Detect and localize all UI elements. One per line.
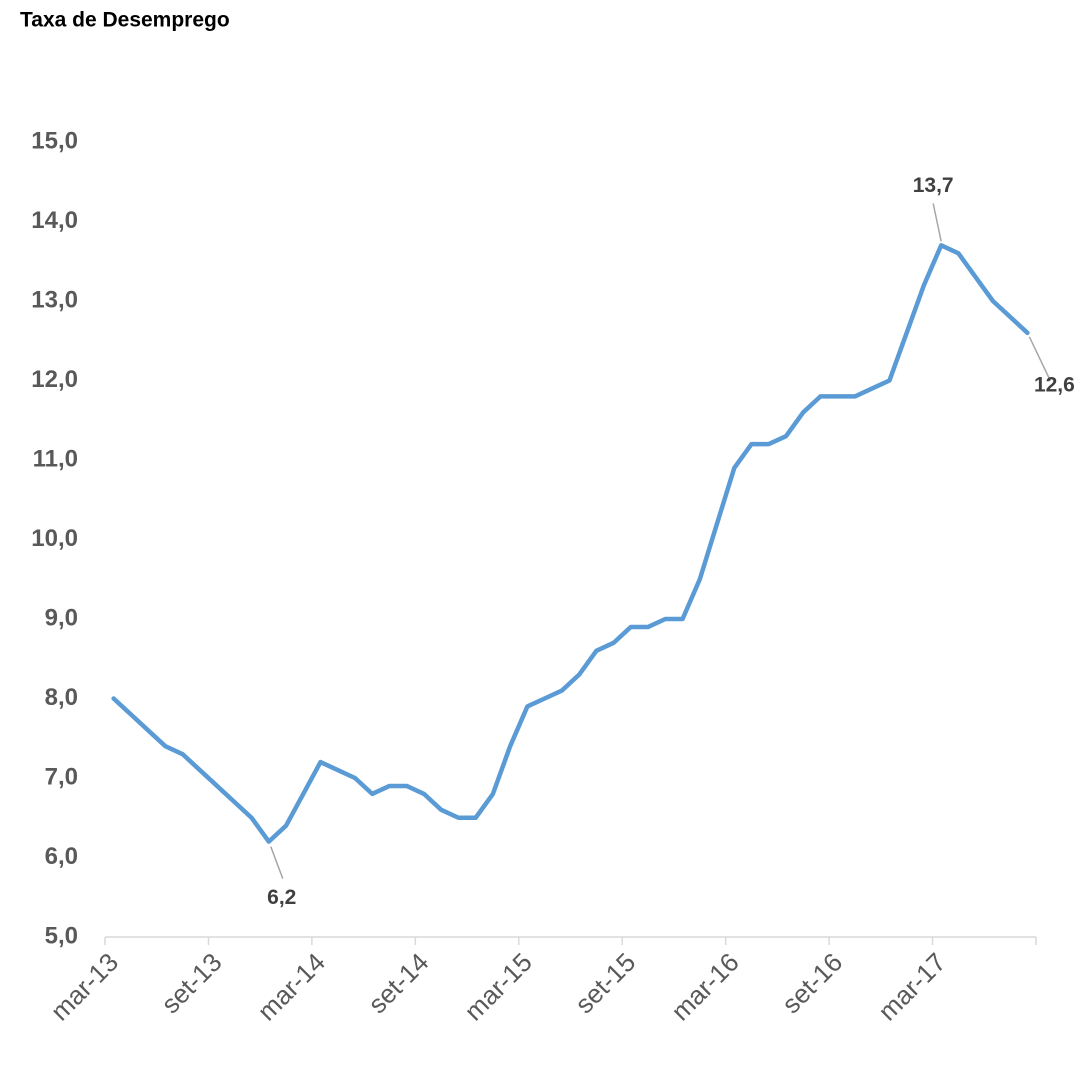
- y-tick-label: 5,0: [45, 922, 78, 949]
- y-tick-label: 9,0: [45, 604, 78, 631]
- x-tick-label: set-13: [155, 947, 227, 1019]
- data-label: 12,6: [1034, 373, 1075, 396]
- x-tick-label: mar-14: [252, 947, 331, 1026]
- line: [111, 243, 1030, 844]
- x-tick-label: mar-17: [872, 947, 951, 1026]
- leader-line: [1028, 336, 1052, 382]
- y-tick-label: 11,0: [33, 445, 78, 472]
- chart-title: Taxa de Desemprego: [20, 9, 230, 32]
- y-tick-label: 7,0: [45, 763, 78, 790]
- x-tick-label: mar-16: [665, 947, 744, 1026]
- y-tick-label: 10,0: [31, 525, 78, 552]
- y-tick-label: 14,0: [31, 207, 78, 234]
- data-label: 13,7: [913, 174, 954, 197]
- data-label: 6,2: [267, 886, 296, 909]
- y-tick-label: 15,0: [31, 127, 78, 154]
- leader-line: [270, 846, 284, 879]
- leader-line: [932, 203, 942, 242]
- y-tick-label: 6,0: [45, 843, 78, 870]
- x-tick-label: set-16: [776, 947, 848, 1019]
- y-tick-label: 13,0: [31, 286, 78, 313]
- x-tick-label: mar-15: [458, 947, 537, 1026]
- x-tick-label: set-15: [569, 947, 641, 1019]
- x-tick-label: set-14: [362, 947, 434, 1019]
- y-tick-label: 12,0: [31, 366, 78, 393]
- x-tick-label: mar-13: [45, 947, 124, 1026]
- y-tick-label: 8,0: [45, 684, 78, 711]
